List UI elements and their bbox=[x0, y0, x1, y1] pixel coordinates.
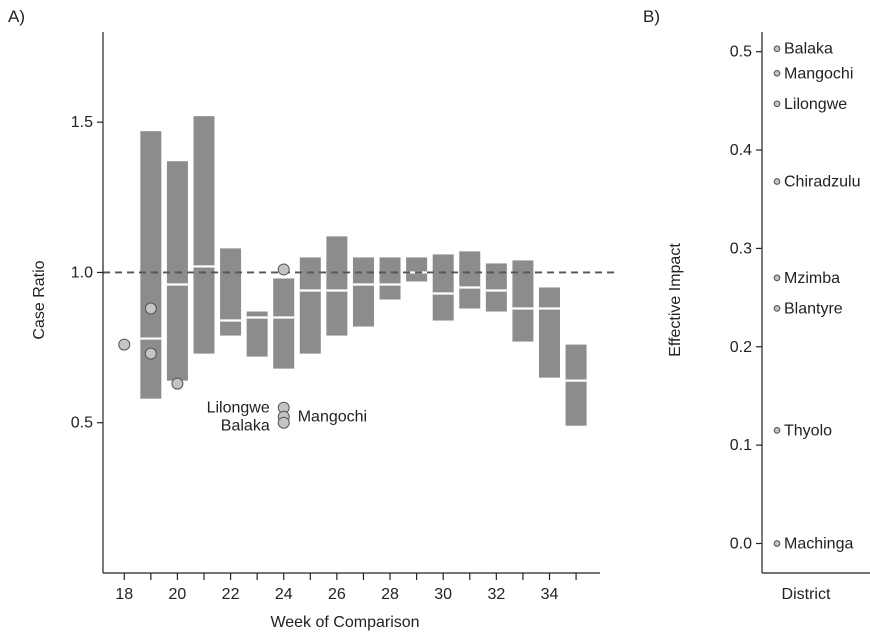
x-tick-label: 32 bbox=[487, 586, 505, 603]
district-label: Mangochi bbox=[784, 65, 853, 82]
x-tick-label: 30 bbox=[434, 586, 452, 603]
panel-b-axes: 0.0 0.1 0.2 0.3 0.4 0.5 bbox=[730, 32, 870, 574]
district-label: Blantyre bbox=[784, 300, 843, 317]
outlier-point bbox=[118, 338, 131, 351]
district-label: Mzimba bbox=[784, 270, 840, 287]
x-tick-label: 34 bbox=[541, 586, 559, 603]
y-axis-label: Effective Impact bbox=[667, 243, 684, 357]
outlier-point bbox=[144, 302, 157, 315]
y-tick-label: 0.5 bbox=[71, 415, 93, 432]
x-axis-label: Week of Comparison bbox=[270, 614, 419, 631]
box bbox=[246, 311, 268, 357]
outlier-point bbox=[277, 416, 290, 429]
y-ticks: 0.0 0.1 0.2 0.3 0.4 0.5 bbox=[730, 44, 762, 552]
district-point bbox=[773, 305, 781, 312]
y-tick-label: 1.0 bbox=[71, 264, 93, 281]
box bbox=[220, 248, 242, 336]
x-axis-label: District bbox=[782, 586, 831, 603]
y-tick-label: 1.5 bbox=[71, 114, 93, 131]
box bbox=[539, 287, 561, 378]
box bbox=[326, 236, 348, 336]
district-label: Chiradzulu bbox=[784, 174, 860, 191]
district-label: Lilongwe bbox=[784, 96, 847, 113]
district-point bbox=[773, 178, 781, 185]
district-label: Thyolo bbox=[784, 422, 832, 439]
panel-b: B) 0.0 0.1 0.2 0.3 0.4 0.5 Balaka Mangochi Lilo… bbox=[643, 7, 870, 603]
box-group bbox=[140, 116, 587, 426]
box bbox=[166, 161, 188, 381]
annotation-label: Balaka bbox=[221, 418, 270, 435]
y-tick-label: 0.0 bbox=[730, 535, 752, 552]
x-tick-label: 22 bbox=[222, 586, 240, 603]
box bbox=[299, 257, 321, 354]
district-label: Balaka bbox=[784, 41, 833, 58]
outlier-point bbox=[277, 263, 290, 276]
box bbox=[485, 263, 507, 312]
y-tick-label: 0.2 bbox=[730, 339, 752, 356]
outlier-point bbox=[144, 347, 157, 360]
panel-b-label: B) bbox=[643, 7, 660, 26]
box bbox=[459, 251, 481, 309]
district-point bbox=[773, 45, 781, 53]
outlier-point bbox=[171, 377, 184, 390]
district-point bbox=[773, 274, 781, 282]
box bbox=[352, 257, 374, 327]
district-label: Machinga bbox=[784, 535, 853, 552]
box bbox=[193, 116, 215, 354]
x-tick-label: 26 bbox=[328, 586, 346, 603]
box bbox=[406, 257, 428, 282]
y-tick-label: 0.1 bbox=[730, 437, 752, 454]
y-ticks: 0.5 1.0 1.5 bbox=[71, 114, 103, 432]
district-point bbox=[773, 540, 781, 547]
box bbox=[273, 278, 295, 369]
district-point bbox=[773, 427, 781, 434]
annotation-label: Lilongwe bbox=[207, 400, 270, 417]
x-tick-label: 28 bbox=[381, 586, 399, 603]
point-group: Balaka Mangochi Lilongwe Chiradzulu Mzimba Bl… bbox=[773, 41, 860, 552]
y-tick-label: 0.4 bbox=[730, 142, 752, 159]
x-tick-label: 20 bbox=[169, 586, 187, 603]
box bbox=[379, 257, 401, 300]
y-tick-label: 0.5 bbox=[730, 44, 752, 61]
box bbox=[432, 254, 454, 321]
district-point bbox=[773, 69, 781, 77]
box bbox=[512, 260, 534, 342]
x-tick-label: 24 bbox=[275, 586, 293, 603]
district-point bbox=[773, 100, 781, 108]
box bbox=[565, 344, 587, 426]
panel-a-label: A) bbox=[8, 7, 25, 26]
y-tick-label: 0.3 bbox=[730, 240, 752, 257]
outlier-group bbox=[118, 263, 290, 429]
x-ticks: 18 20 22 24 26 28 30 32 34 bbox=[115, 573, 577, 603]
panel-a-axes: 0.5 1.0 1.5 18 20 22 24 26 28 30 32 34 bbox=[71, 32, 600, 603]
x-tick-label: 18 bbox=[115, 586, 133, 603]
y-axis-label: Case Ratio bbox=[31, 260, 48, 339]
annotation-label: Mangochi bbox=[298, 409, 367, 426]
box bbox=[140, 131, 162, 399]
